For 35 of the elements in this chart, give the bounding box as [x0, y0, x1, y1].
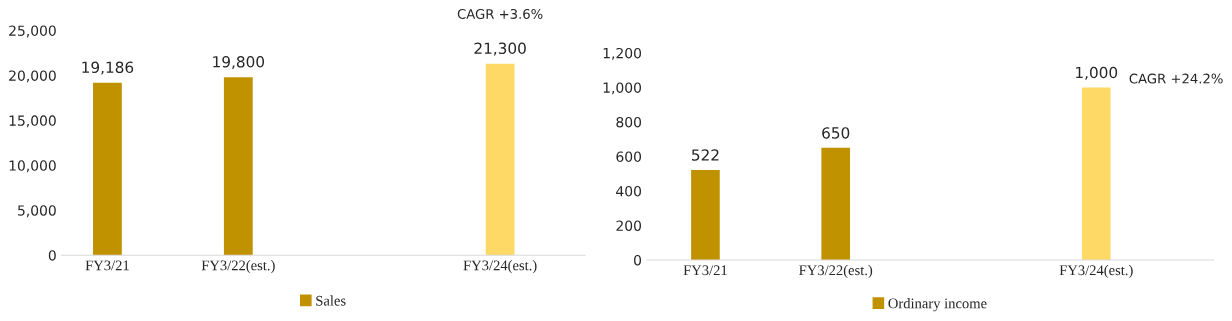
bar	[691, 169, 720, 261]
bar	[223, 77, 253, 256]
y-tick-label: 25,000	[9, 25, 56, 38]
bar	[821, 147, 851, 261]
bar	[485, 63, 515, 256]
text: 19,800	[213, 55, 265, 70]
x-tick-label: FY3/21	[683, 265, 727, 276]
text: 522	[692, 149, 719, 161]
text: 19,186	[82, 61, 134, 75]
x-tick-label: FY3/24(est.)	[463, 260, 537, 274]
text: 21,300	[474, 42, 526, 56]
bar	[93, 82, 122, 256]
y-tick-label: 15,000	[9, 115, 56, 128]
text: CAGR +3.6%	[457, 8, 543, 19]
x-tick-label: FY3/21	[85, 260, 129, 271]
y-tick-label: 20,000	[9, 70, 56, 83]
legend-label: Sales	[316, 295, 346, 306]
bar	[1081, 87, 1111, 261]
x-tick-label: FY3/22(est.)	[799, 264, 873, 279]
y-tick-label: 0	[634, 254, 642, 266]
x-tick-label: FY3/24(est.)	[1059, 264, 1133, 279]
y-tick-label: 800	[616, 116, 642, 128]
y-tick-label: 200	[616, 220, 642, 231]
y-tick-label: 10,000	[9, 160, 56, 173]
legend-label: Ordinary income	[888, 298, 987, 312]
y-tick-label: 0	[48, 250, 56, 261]
annotation: CAGR +24.2%	[1129, 73, 1223, 84]
y-tick-label: 1,000	[603, 82, 642, 95]
y-tick-label: 600	[616, 151, 642, 162]
y-tick-label: 1,200	[603, 47, 642, 60]
text: 650	[822, 127, 850, 139]
text: 1,000	[1076, 66, 1118, 80]
x-tick-label: FY3/22(est.)	[201, 260, 275, 274]
y-tick-label: 5,000	[18, 205, 56, 218]
y-tick-label: 400	[616, 185, 642, 197]
